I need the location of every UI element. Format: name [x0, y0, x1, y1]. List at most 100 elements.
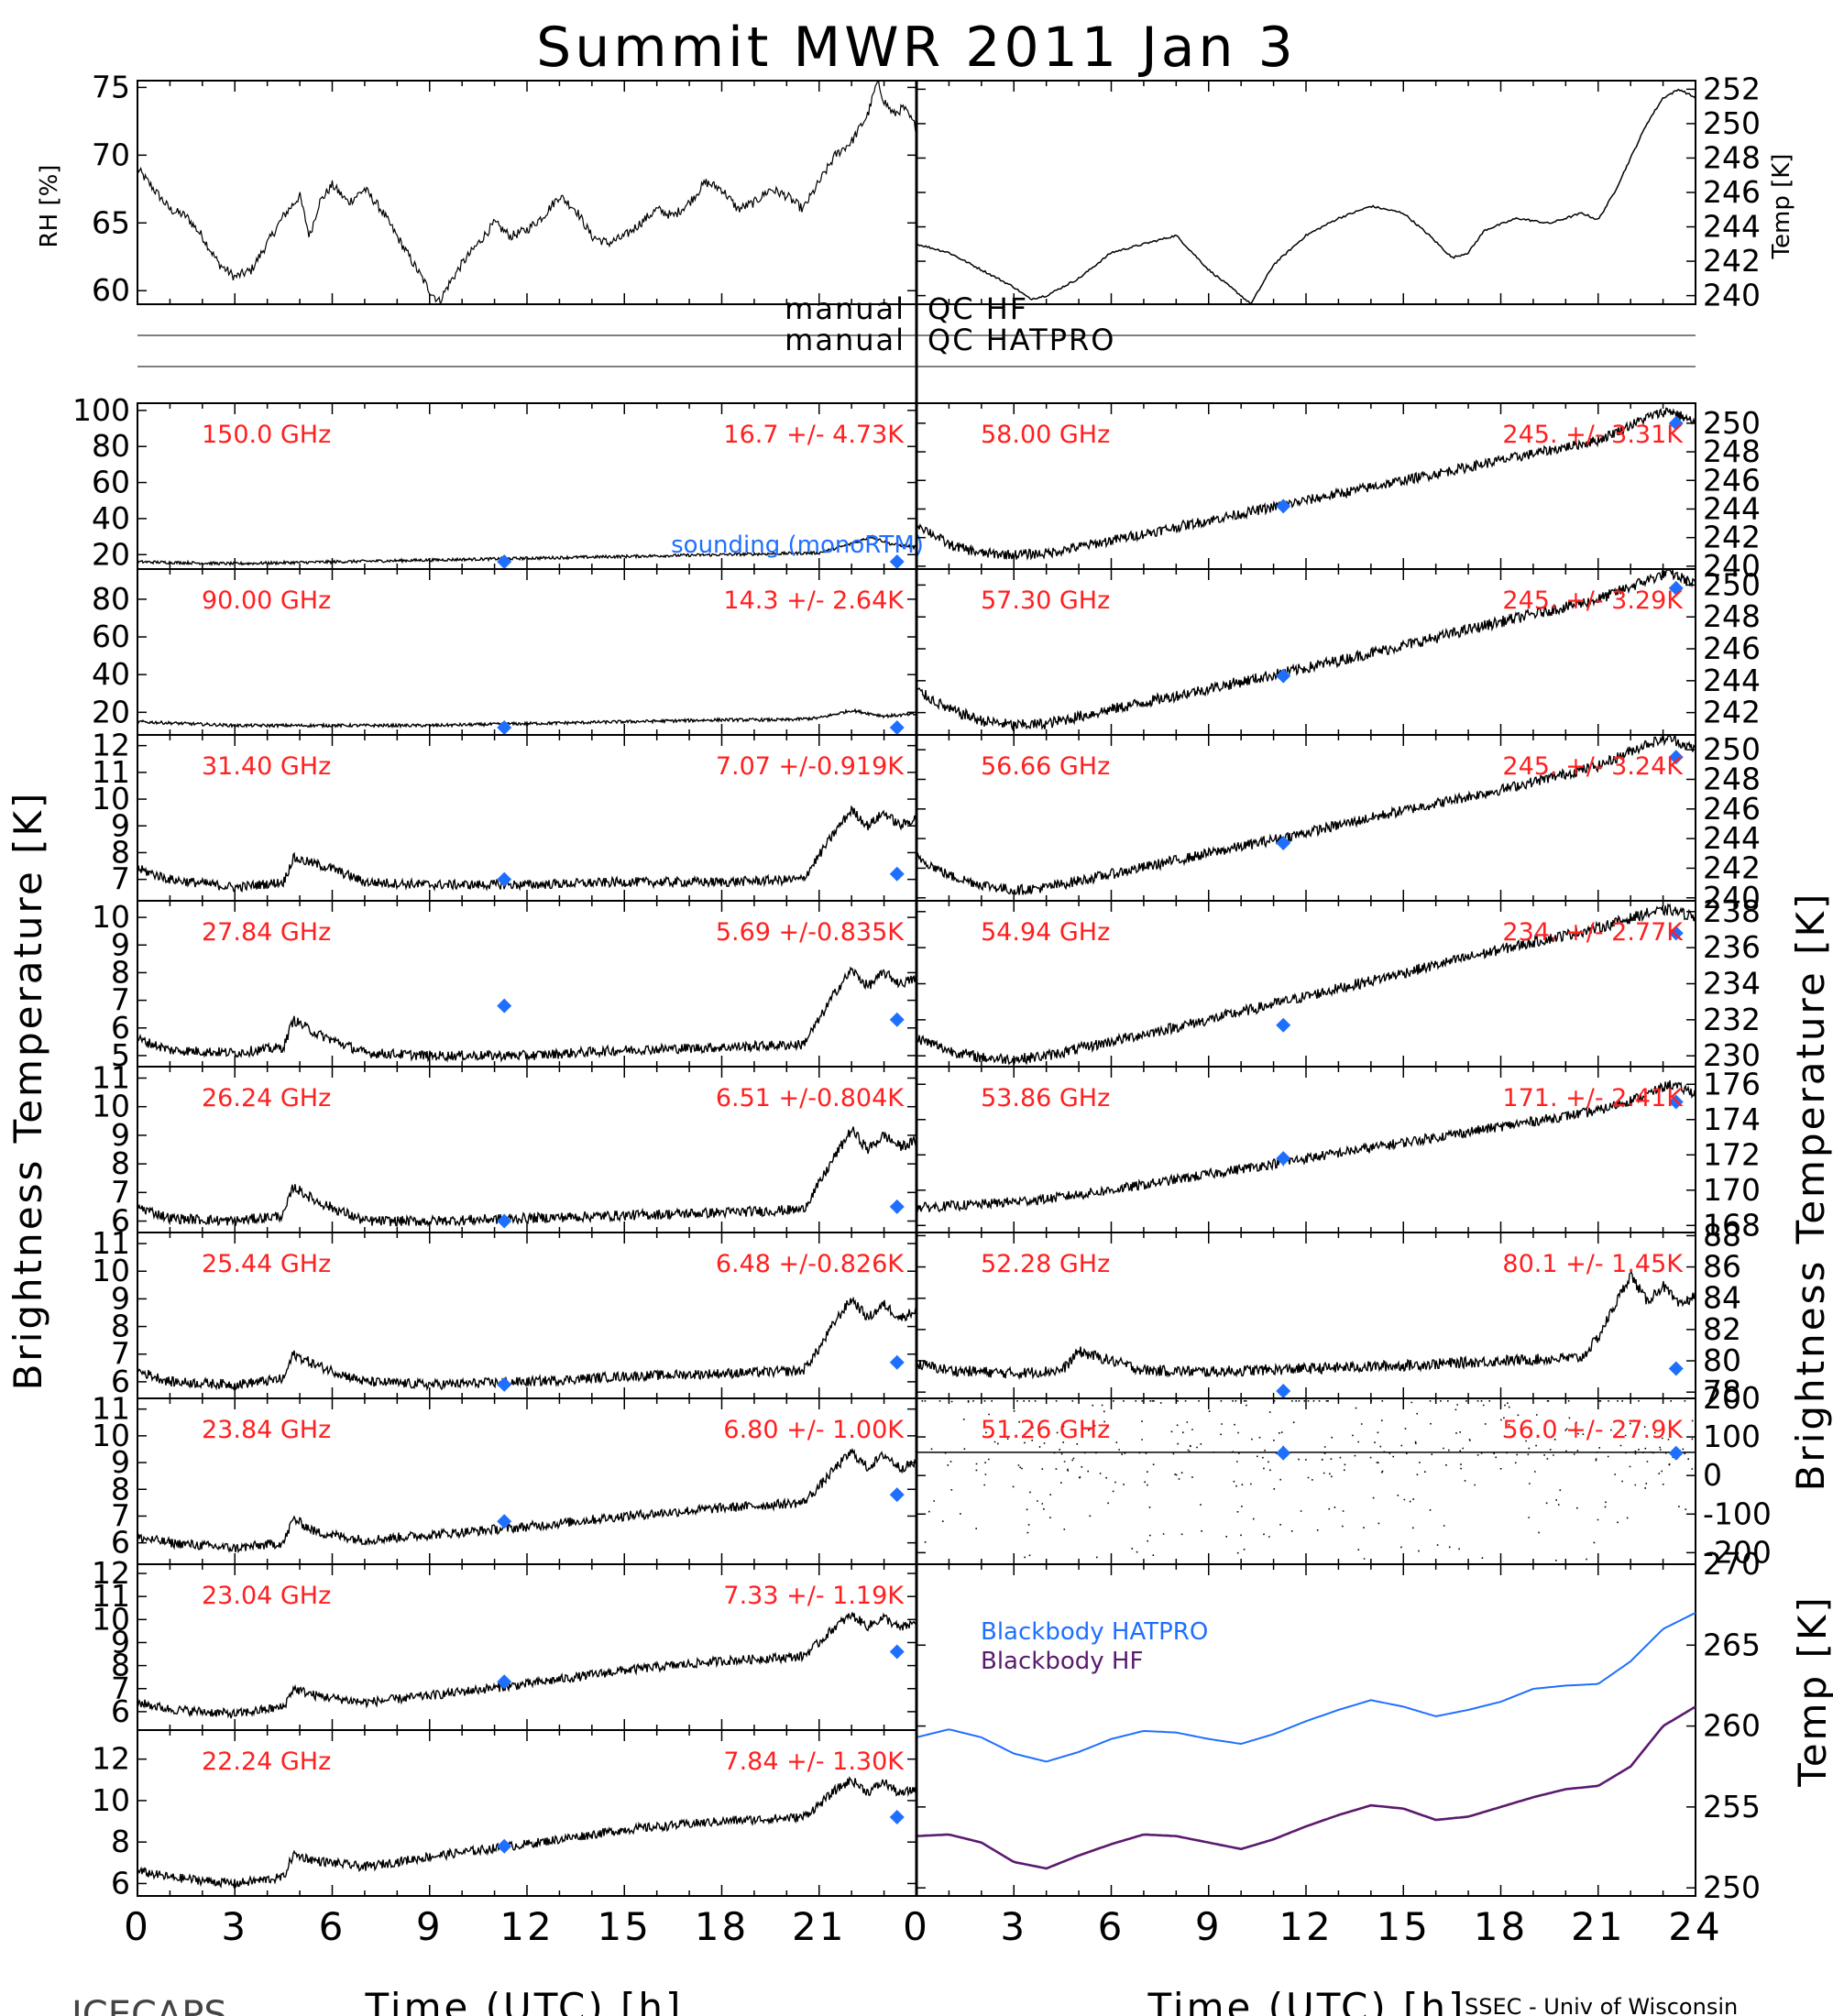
channel-frequency-label: 90.00 GHz [202, 586, 331, 615]
channel-stat-label: 245. +/- 3.24K [1502, 752, 1684, 781]
x-tick-label: 15 [598, 1904, 652, 1949]
channel-frequency-label: 54.94 GHz [981, 918, 1110, 947]
channel-stat-label: 7.07 +/-0.919K [716, 752, 905, 781]
channel-series-6 [137, 1447, 917, 1554]
temp-x-ticks [916, 81, 1696, 304]
channel-series-3 [137, 966, 917, 1063]
y-tick-label: 40 [92, 656, 130, 692]
y-tick-label: 80 [92, 428, 130, 464]
sounding-markers [1276, 1094, 1684, 1167]
sounding-markers [497, 866, 905, 887]
channel-frequency-label: 23.04 GHz [202, 1582, 331, 1610]
channel-stat-label: 234. +/- 2.77K [1502, 918, 1684, 947]
y-tick-label: 234 [1703, 966, 1761, 1002]
qc-right-label: QC HATPRO [927, 323, 1115, 357]
y-tick-label: 248 [1703, 139, 1761, 175]
channel-stat-label: 6.51 +/-0.804K [716, 1084, 905, 1112]
x-tick-label: 12 [499, 1904, 554, 1949]
channel-frequency-label: 52.28 GHz [981, 1250, 1110, 1278]
y-tick-label: 246 [1703, 462, 1761, 498]
channel-series-line [137, 534, 917, 567]
blackbody-legend-2: Blackbody HF [981, 1648, 1143, 1675]
y-tick-label: 80 [92, 581, 130, 617]
channel-stat-label: 245. +/- 3.29K [1502, 586, 1684, 615]
y-tick-label: 246 [1703, 174, 1761, 210]
x-tick-label: 0 [124, 1904, 151, 1949]
sounding-marker [1276, 1017, 1291, 1033]
qc-row-2: manual QC HATPRO [137, 323, 1696, 367]
y-tick-label: 244 [1703, 490, 1761, 526]
temp-series-line [916, 88, 1696, 304]
y-tick-label: 20 [92, 694, 130, 729]
channel-frequency-label: 53.86 GHz [981, 1084, 1110, 1112]
y-tick-label: 60 [92, 619, 130, 654]
channel-frequency-label: 26.24 GHz [202, 1084, 331, 1112]
blackbody-legend-1: Blackbody HATPRO [981, 1618, 1208, 1646]
y-tick-label: 244 [1703, 663, 1761, 698]
y-tick-label: 11 [92, 1059, 130, 1095]
rh-y-ticks: 60 65 70 75 [92, 69, 916, 308]
sounding-markers [497, 720, 905, 735]
right-x-tick-labels: 0 3 6 9 12 15 18 21 24 [903, 1904, 1720, 1949]
right-brightness-axis-label: Brightness Temperature [K] [1788, 892, 1833, 1492]
channel-stat-label: 80.1 +/- 1.45K [1502, 1250, 1684, 1278]
channel-stat-label: 56.0 +/- 27.9K [1502, 1416, 1684, 1444]
sounding-marker [497, 1514, 512, 1529]
y-tick-label: 80 [1703, 1342, 1741, 1378]
sounding-marker [497, 871, 512, 887]
y-tick-label: 65 [92, 204, 130, 240]
sounding-marker [1668, 926, 1684, 941]
y-tick-label: 240 [1703, 278, 1761, 313]
channel-frequency-label: 22.24 GHz [202, 1748, 331, 1776]
footer-right-label: SSEC - Univ of Wisconsin [1465, 1994, 1738, 2016]
sounding-marker [1276, 1151, 1291, 1167]
sounding-markers [497, 1487, 905, 1529]
channel-series-line [137, 805, 917, 893]
channel-series-5 [137, 1296, 917, 1391]
channel-frequency-label: 58.00 GHz [981, 421, 1110, 449]
x-tick-label: 3 [1000, 1904, 1027, 1949]
y-tick-label: 252 [1703, 71, 1761, 106]
y-tick-label: 8 [111, 1309, 130, 1344]
y-tick-label: 78 [1703, 1374, 1741, 1409]
y-tick-label: 248 [1703, 761, 1761, 796]
channel-frequency-label: 57.30 GHz [981, 586, 1110, 615]
x-tick-label: 6 [319, 1904, 346, 1949]
sounding-marker [1668, 750, 1684, 765]
channel-stat-label: 245. +/- 3.31K [1502, 421, 1684, 449]
x-tick-label: 0 [903, 1904, 930, 1949]
channel-series-0 [916, 407, 1696, 561]
blackbody-temp-axis-label: Temp [K] [1790, 1594, 1833, 1788]
sounding-markers [497, 1810, 905, 1854]
y-tick-label: 250 [1703, 105, 1761, 141]
sounding-markers [1276, 415, 1684, 514]
sounding-marker [1276, 668, 1291, 684]
y-tick-label: 176 [1703, 1066, 1761, 1101]
y-tick-label: 9 [111, 1624, 130, 1660]
y-tick-label: 20 [92, 536, 130, 572]
y-tick-label: 174 [1703, 1101, 1761, 1137]
y-tick-label: 82 [1703, 1311, 1741, 1347]
channel-series-line [916, 407, 1696, 561]
sounding-markers [1276, 580, 1684, 684]
sounding-marker [497, 1838, 512, 1854]
sounding-marker [497, 554, 512, 569]
y-tick-label: 8 [111, 1824, 130, 1859]
y-tick-label: 6 [111, 1693, 130, 1729]
x-tick-label: 6 [1098, 1904, 1125, 1949]
panel-x-ticks [137, 569, 917, 735]
y-tick-label: 84 [1703, 1280, 1741, 1316]
sounding-markers [1276, 926, 1684, 1033]
sounding-marker [497, 1674, 512, 1690]
y-tick-label: 60 [92, 465, 130, 500]
y-tick-label: 100 [1703, 1419, 1761, 1454]
sounding-marker [1276, 835, 1291, 850]
y-tick-label: 9 [111, 1280, 130, 1316]
sounding-marker [889, 1487, 905, 1503]
qc-left-label: manual [785, 323, 906, 357]
y-tick-label: 242 [1703, 849, 1761, 885]
